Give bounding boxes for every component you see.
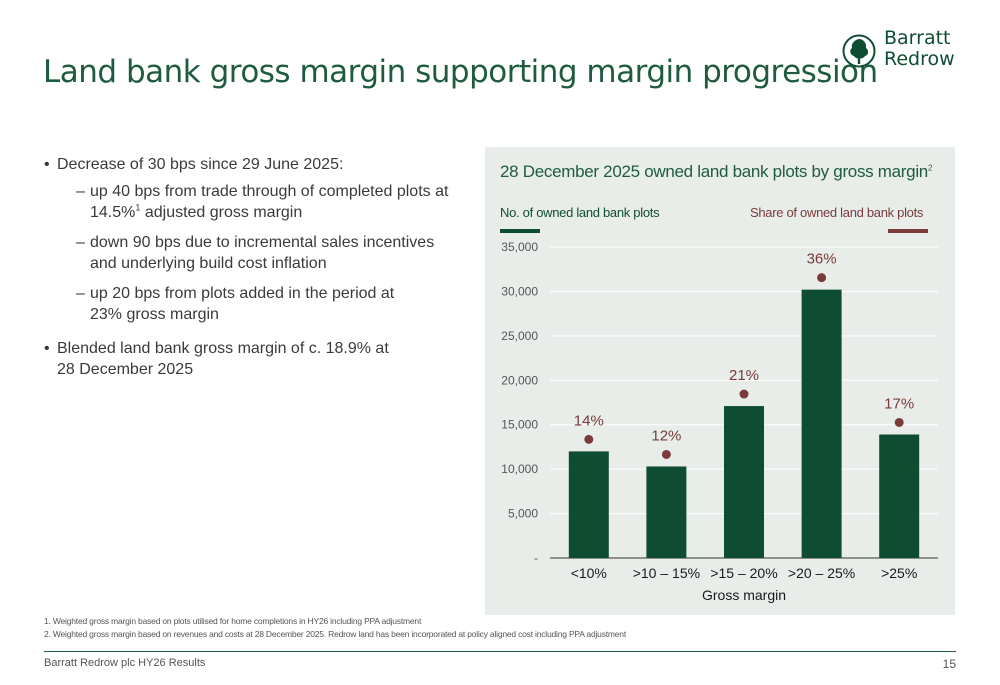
footer-label: Barratt Redrow plc HY26 Results <box>44 657 206 669</box>
share-marker <box>739 389 749 399</box>
x-tick-label: >15 – 20% <box>710 565 777 581</box>
y-tick-label: 5,000 <box>508 507 538 521</box>
share-label: 14% <box>574 412 604 429</box>
share-marker <box>817 273 827 283</box>
sub-bullet-plots-added: up 20 bps from plots added in the period… <box>44 283 464 325</box>
share-label: 12% <box>651 427 681 444</box>
chart-panel <box>485 147 955 615</box>
bullet-blended-margin: Blended land bank gross margin of c. 18.… <box>44 338 464 380</box>
legend-share: Share of owned land bank plots <box>750 205 924 220</box>
footer-divider <box>44 651 956 652</box>
y-tick-label: - <box>534 551 538 565</box>
x-tick-label: >25% <box>881 565 917 581</box>
bar <box>801 289 842 558</box>
x-tick-label: <10% <box>571 565 607 581</box>
legend-plots-swatch <box>500 229 540 233</box>
page-title: Land bank gross margin supporting margin… <box>43 54 878 90</box>
x-axis-title: Gross margin <box>702 587 786 603</box>
barratt-redrow-logo: Barratt Redrow <box>842 28 962 76</box>
tree-icon <box>842 34 876 68</box>
sub-bullet-trade-through: up 40 bps from trade through of complete… <box>44 181 464 223</box>
y-tick-label: 15,000 <box>501 418 538 432</box>
x-tick-label: >20 – 25% <box>788 565 855 581</box>
logo-line1: Barratt <box>884 27 951 49</box>
footnote-1: 1. Weighted gross margin based on plots … <box>44 616 422 626</box>
share-marker <box>661 449 671 459</box>
share-label: 21% <box>729 367 759 384</box>
chart-title: 28 December 2025 owned land bank plots b… <box>500 162 933 181</box>
y-tick-label: 20,000 <box>501 373 538 387</box>
bar <box>646 466 687 558</box>
sub-bullet-incentives: down 90 bps due to incremental sales inc… <box>44 232 464 274</box>
bar <box>724 406 764 558</box>
x-tick-label: >10 – 15% <box>633 565 700 581</box>
legend-share-swatch <box>888 229 928 233</box>
y-tick-label: 35,000 <box>501 240 538 254</box>
share-marker <box>894 417 904 427</box>
bar <box>568 451 609 558</box>
page-number: 15 <box>942 657 956 671</box>
bullet-list: Decrease of 30 bps since 29 June 2025: u… <box>44 154 464 386</box>
y-tick-label: 10,000 <box>501 462 538 476</box>
y-tick-label: 25,000 <box>501 329 538 343</box>
share-label: 36% <box>807 251 837 268</box>
y-tick-label: 30,000 <box>501 284 538 298</box>
share-label: 17% <box>884 395 914 412</box>
bar <box>879 434 920 558</box>
logo-line2: Redrow <box>884 48 955 70</box>
share-marker <box>584 434 594 444</box>
legend-plots: No. of owned land bank plots <box>500 205 660 220</box>
footnotes: 1. Weighted gross margin based on plots … <box>44 615 626 641</box>
footnote-2: 2. Weighted gross margin based on revenu… <box>44 629 627 639</box>
bullet-decrease: Decrease of 30 bps since 29 June 2025: <box>44 154 464 175</box>
